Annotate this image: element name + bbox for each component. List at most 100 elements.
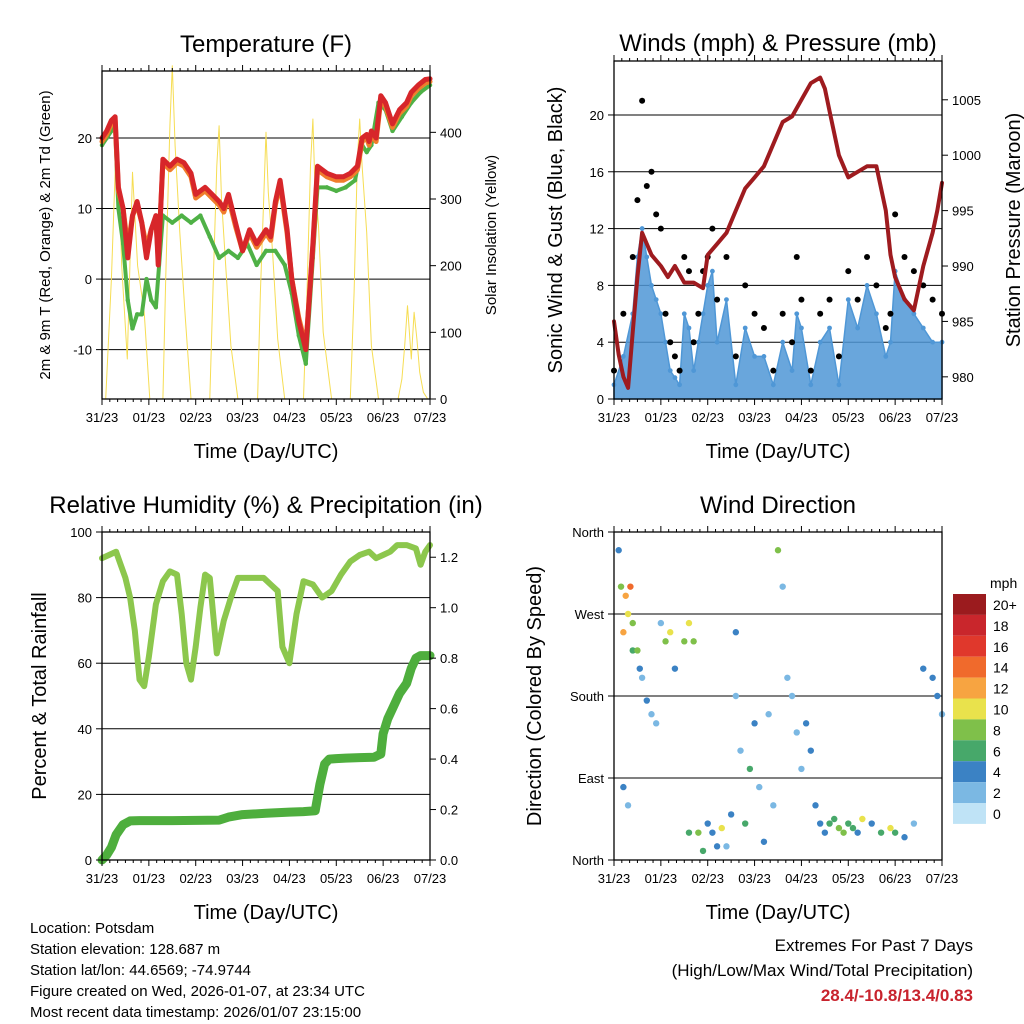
y-axis-label: Percent & Total Rainfall (29, 592, 51, 800)
direction-point (634, 647, 641, 654)
direction-point (622, 592, 629, 599)
gust-point (671, 353, 678, 360)
gust-point (634, 197, 641, 204)
y2-tick-label: 995 (952, 204, 974, 219)
direction-point (636, 665, 643, 672)
direction-point (718, 824, 725, 832)
direction-point (615, 547, 622, 554)
sonic-wind-point (691, 368, 697, 373)
legend-label: 10 (993, 702, 1009, 718)
direction-point (901, 834, 908, 841)
sonic-wind-point (845, 297, 851, 302)
legend-label: 0 (993, 806, 1001, 822)
chart-title: Winds (mph) & Pressure (mb) (619, 30, 936, 57)
sonic-wind-point (874, 311, 879, 317)
y-tick-label: 20 (78, 131, 92, 146)
gust-point (685, 268, 692, 275)
y-tick-label: 60 (78, 656, 92, 671)
direction-point (657, 619, 665, 627)
sonic-wind-point (639, 226, 645, 231)
direction-point (737, 747, 744, 754)
y2-tick-label: 0.6 (440, 702, 458, 717)
dewpoint-point (170, 220, 175, 225)
direction-point (934, 692, 941, 700)
x-tick-label: 31/23 (86, 871, 119, 886)
y-tick-label: 4 (597, 335, 604, 350)
sonic-wind-point (714, 339, 720, 345)
gust-point (892, 211, 899, 218)
gust-point (751, 310, 758, 317)
gust-point (807, 367, 814, 374)
x-tick-label: 01/23 (133, 871, 166, 886)
legend-swatch (953, 656, 986, 678)
legend-swatch (953, 698, 986, 720)
direction-point (845, 820, 852, 827)
sonic-wind-point (705, 282, 711, 288)
direction-point (765, 711, 772, 718)
x-tick-label: 06/23 (879, 871, 912, 886)
legend-label: 20+ (993, 597, 1017, 613)
legend-label: 12 (993, 681, 1009, 697)
legend-label: 2 (993, 785, 1001, 801)
y2-tick-label: 0 (440, 392, 447, 407)
gust-point (760, 324, 767, 331)
direction-point (802, 720, 810, 727)
dewpoint-point (303, 361, 309, 366)
sonic-wind-point (649, 282, 654, 288)
gust-point (835, 353, 842, 360)
dewpoint-point (207, 234, 212, 239)
y-tick-label: East (578, 771, 604, 786)
dewpoint-point (226, 248, 231, 254)
legend-swatch (953, 782, 986, 803)
direction-point (648, 711, 655, 718)
dewpoint-point (188, 220, 194, 225)
station-elevation: Station elevation: 128.687 m (30, 941, 221, 958)
direction-point (627, 583, 634, 590)
panel-2: Relative Humidity (%) & Precipitation (i… (29, 492, 483, 924)
x-tick-label: 02/23 (179, 871, 212, 886)
dewpoint-point (179, 213, 184, 218)
y2-tick-label: 1005 (952, 93, 981, 108)
chart-title: Relative Humidity (%) & Precipitation (i… (49, 492, 482, 519)
sonic-wind-point (663, 339, 668, 345)
direction-point (798, 765, 805, 773)
dewpoint-point (263, 248, 269, 254)
sonic-wind-point (752, 353, 757, 359)
x-tick-label: 03/23 (226, 410, 259, 425)
direction-point (643, 697, 650, 704)
dewpoint-point (273, 248, 278, 254)
direction-point (699, 847, 707, 855)
y2-axis-label: Station Pressure (Maroon) (1003, 113, 1024, 348)
panel-3: Wind Direction Time (Day/UTC) Direction (C… (524, 492, 958, 924)
gust-point (793, 253, 800, 260)
y2-tick-label: 980 (952, 370, 974, 385)
x-tick-label: 02/23 (691, 871, 724, 886)
sonic-wind-point (644, 254, 650, 260)
legend-label: 8 (993, 722, 1001, 738)
direction-point (667, 629, 674, 636)
gust-point (690, 339, 697, 346)
x-tick-label: 02/23 (179, 410, 212, 425)
direction-point (617, 583, 625, 590)
y2-tick-label: 200 (440, 259, 462, 274)
y-tick-label: 20 (78, 787, 92, 802)
legend-label: 4 (993, 764, 1001, 780)
direction-point (849, 824, 857, 832)
y2-tick-label: 400 (440, 125, 462, 140)
dewpoint-point (134, 312, 140, 317)
sonic-wind-point (733, 382, 739, 388)
direction-point (704, 820, 711, 827)
dewpoint-point (125, 298, 130, 303)
gust-point (723, 253, 730, 260)
y2-tick-label: 1.0 (440, 601, 458, 616)
direction-point (807, 747, 814, 754)
gust-point (714, 296, 721, 303)
sonic-wind-point (827, 325, 832, 331)
sonic-wind-point (794, 311, 800, 317)
gust-point (709, 225, 716, 232)
direction-point (624, 802, 632, 809)
y-tick-label: 0 (85, 853, 92, 868)
legend-label: 6 (993, 743, 1001, 759)
dewpoint-point (130, 326, 135, 331)
x-axis-label: Time (Day/UTC) (706, 441, 851, 463)
